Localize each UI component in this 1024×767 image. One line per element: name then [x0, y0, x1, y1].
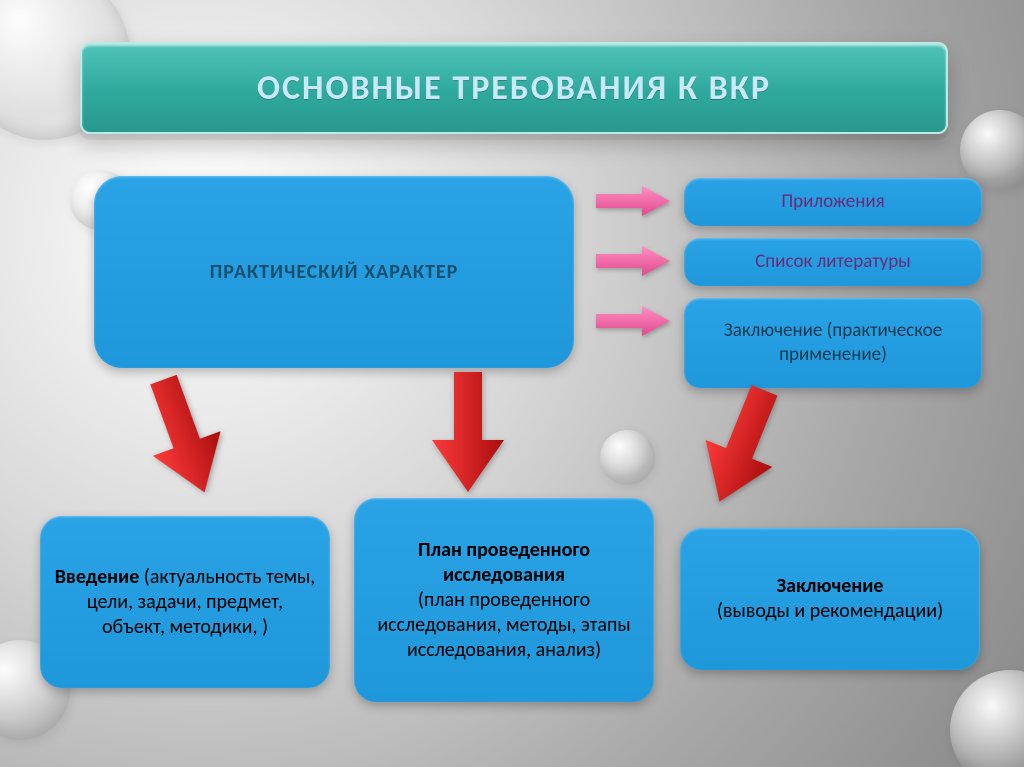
arrow-right-icon — [596, 306, 670, 336]
slide-title-text: ОСНОВНЫЕ ТРЕБОВАНИЯ К ВКР — [257, 68, 771, 109]
side-box-label: Заключение (практическое применение) — [698, 319, 968, 367]
arrow-right-icon — [596, 186, 670, 216]
arrow-down-icon — [432, 372, 504, 492]
side-box-bibliography: Список литературы — [684, 238, 982, 286]
bottom-box-body: (план проведенного исследования, методы,… — [377, 588, 630, 662]
side-box-conclusion: Заключение (практическое применение) — [684, 298, 982, 388]
bottom-box-title: План проведенного исследования — [418, 538, 590, 587]
bottom-box-text: План проведенного исследования (план про… — [368, 538, 640, 663]
arrow-down-icon — [686, 377, 798, 515]
bubble-decoration — [600, 430, 655, 485]
bottom-box-text: Заключение (выводы и рекомендации) — [717, 574, 943, 624]
bottom-box-title: Заключение — [777, 574, 884, 598]
side-box-appendices: Приложения — [684, 178, 982, 226]
bottom-box-conclusion: Заключение (выводы и рекомендации) — [680, 528, 980, 670]
bottom-box-introduction: Введение (актуальность темы, цели, задач… — [40, 516, 330, 688]
bottom-box-body: (выводы и рекомендации) — [717, 599, 943, 623]
bottom-box-title: Введение — [55, 565, 140, 589]
bubble-decoration — [950, 670, 1024, 767]
main-topic-box: ПРАКТИЧЕСКИЙ ХАРАКТЕР — [94, 176, 574, 368]
arrow-down-icon — [130, 367, 239, 504]
side-box-label: Приложения — [781, 190, 884, 214]
side-box-label: Список литературы — [755, 250, 911, 274]
slide-title: ОСНОВНЫЕ ТРЕБОВАНИЯ К ВКР — [80, 42, 948, 134]
main-topic-label: ПРАКТИЧЕСКИЙ ХАРАКТЕР — [210, 260, 459, 285]
bottom-box-research-plan: План проведенного исследования (план про… — [354, 498, 654, 702]
bottom-box-text: Введение (актуальность темы, цели, задач… — [54, 565, 316, 640]
arrow-right-icon — [596, 246, 670, 276]
